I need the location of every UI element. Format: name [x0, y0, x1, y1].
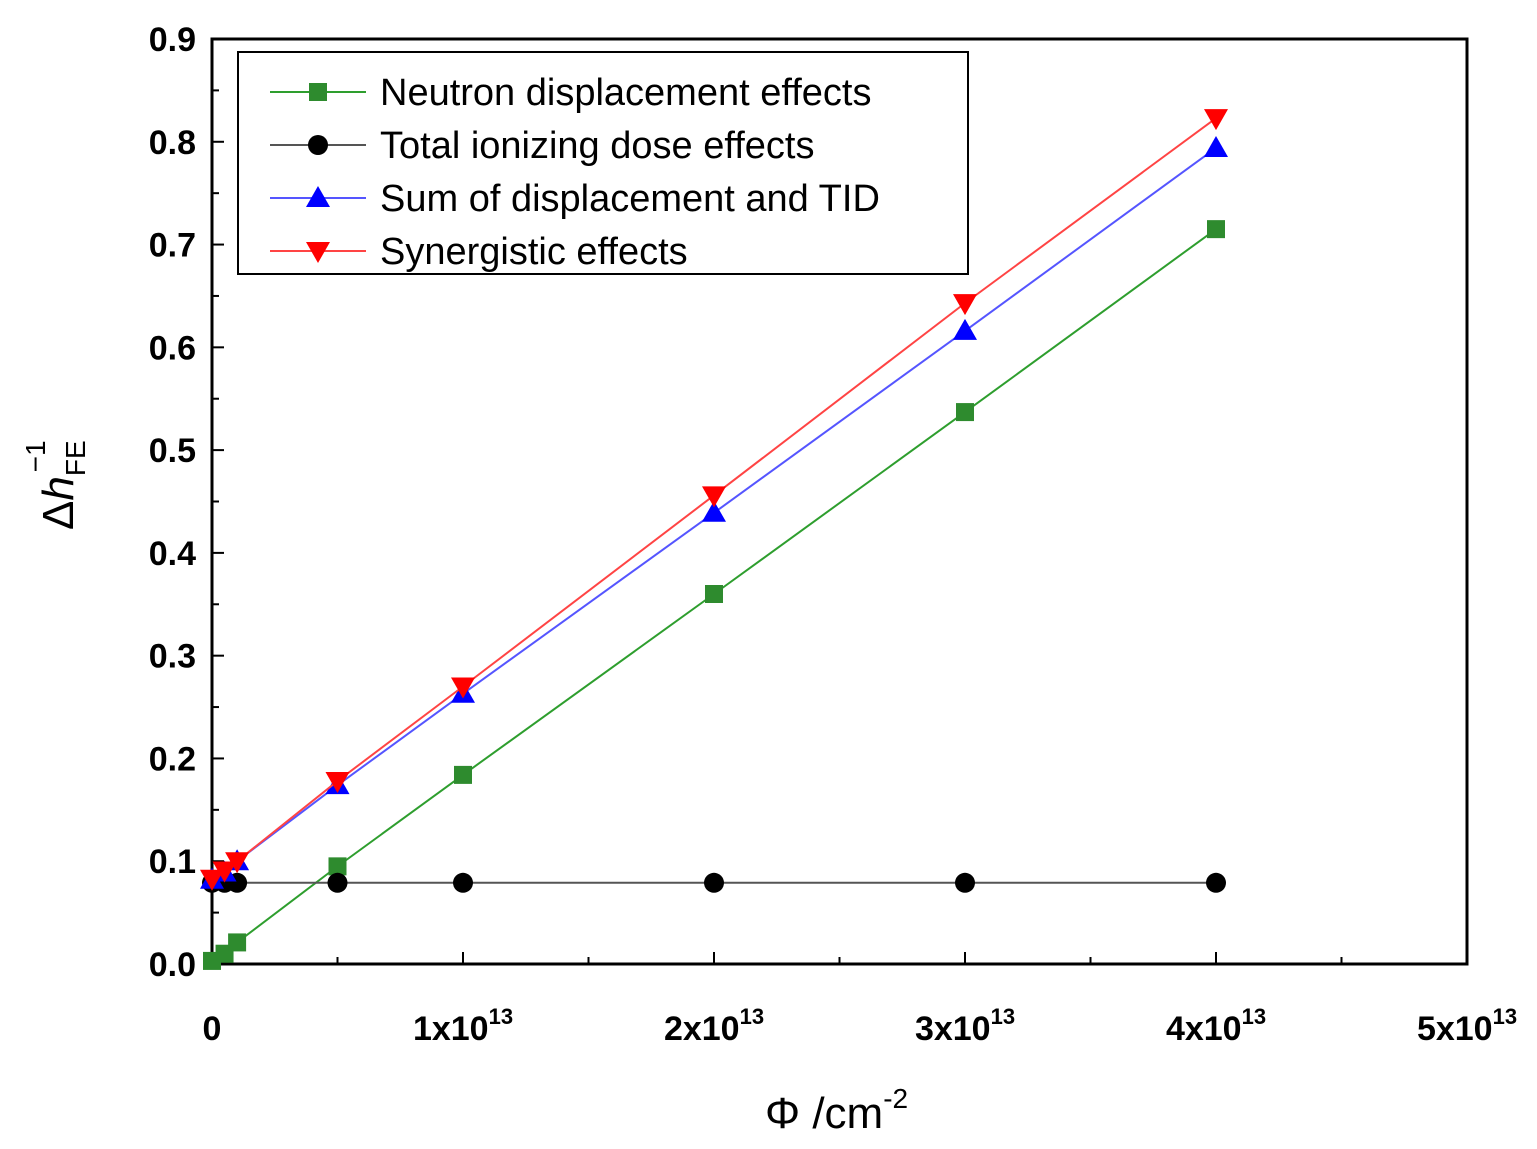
- x-axis-title-sup: -2: [883, 1083, 908, 1114]
- legend-marker: [309, 83, 327, 101]
- data-point: [953, 294, 977, 316]
- y-tick-label: 0.6: [149, 329, 196, 367]
- x-tick-label-base: 3x10: [915, 1010, 991, 1048]
- x-tick-label-base: 1x10: [413, 1010, 489, 1048]
- x-tick-label-base: 2x10: [664, 1010, 740, 1048]
- x-tick-label: 2x1013: [664, 1004, 764, 1048]
- y-axis-title: ΔhFE −1: [20, 440, 91, 530]
- y-tick-label: 0.9: [149, 21, 196, 59]
- x-tick-label-sup: 13: [1242, 1004, 1266, 1029]
- legend-label: Sum of displacement and TID: [380, 178, 880, 220]
- y-tick-label: 0.0: [149, 946, 196, 984]
- x-tick-label-base: 5x10: [1417, 1010, 1493, 1048]
- legend-box: [237, 51, 969, 275]
- data-point: [1204, 135, 1228, 157]
- x-tick-label-sup: 13: [1493, 1004, 1517, 1029]
- y-axis-title-italic: h: [34, 476, 83, 500]
- legend-item: Synergistic effects: [270, 231, 688, 273]
- data-point: [956, 403, 974, 422]
- x-tick-label: 3x1013: [915, 1004, 1015, 1048]
- data-point: [453, 872, 473, 893]
- x-tick-label-sup: 13: [740, 1004, 764, 1029]
- x-tick-label: 5x1013: [1417, 1004, 1517, 1048]
- data-point: [225, 852, 250, 874]
- data-point: [953, 318, 977, 340]
- y-tick-label: 0.7: [149, 227, 196, 265]
- series-layer: [200, 109, 1228, 970]
- legend-marker: [306, 186, 330, 207]
- legend-label: Total ionizing dose effects: [380, 125, 814, 167]
- x-axis-title: Φ /cm-2: [765, 1083, 908, 1138]
- series-1: [202, 872, 1226, 893]
- data-point: [955, 872, 975, 893]
- data-point: [704, 872, 724, 893]
- data-point: [1207, 220, 1225, 239]
- data-point: [327, 872, 348, 893]
- legend-item: Sum of displacement and TID: [270, 178, 880, 220]
- x-tick-label-base: 0: [203, 1010, 222, 1048]
- data-point: [228, 933, 247, 952]
- x-tick-label: 4x1013: [1166, 1004, 1266, 1048]
- y-tick-label: 0.3: [149, 638, 196, 676]
- data-point: [200, 869, 224, 891]
- x-axis-title-base: Φ /cm: [765, 1089, 883, 1138]
- x-tick-label: 0: [203, 1010, 222, 1048]
- y-axis-ticks: 0.0 0.1 0.2 0.3 0.4 0.5 0.6 0.7 0.8 0.9: [149, 21, 224, 984]
- x-tick-label: 1x1013: [413, 1004, 513, 1048]
- legend-item: Total ionizing dose effects: [270, 125, 814, 167]
- legend-label: Synergistic effects: [380, 231, 688, 273]
- series-3: [200, 109, 1228, 891]
- data-point: [454, 765, 472, 784]
- data-point: [702, 500, 726, 522]
- x-tick-label-sup: 13: [489, 1004, 513, 1029]
- data-point: [451, 677, 475, 699]
- legend-marker: [306, 242, 330, 263]
- x-tick-label-base: 4x10: [1166, 1010, 1242, 1048]
- legend-marker: [308, 135, 328, 155]
- y-axis-title-sub: FE: [60, 440, 91, 476]
- data-point: [325, 772, 350, 794]
- y-axis-title-base: Δ: [34, 501, 83, 530]
- y-tick-label: 0.5: [149, 432, 196, 470]
- data-point: [212, 861, 237, 883]
- data-point: [702, 486, 726, 508]
- x-axis-ticks: 0 1x1013 2x1013 3x1013 4x1013 5x1013: [203, 952, 1517, 1048]
- data-point: [1206, 872, 1226, 893]
- legend: Neutron displacement effects Total ionizi…: [237, 51, 969, 275]
- y-tick-label: 0.4: [149, 535, 196, 573]
- data-point: [705, 585, 723, 603]
- legend-label: Neutron displacement effects: [380, 72, 871, 114]
- y-axis-title-sup: −1: [20, 440, 51, 472]
- data-point: [1204, 109, 1228, 131]
- y-tick-label: 0.1: [149, 843, 196, 881]
- legend-item: Neutron displacement effects: [270, 72, 871, 114]
- data-point: [328, 857, 347, 876]
- y-tick-label: 0.8: [149, 124, 196, 162]
- series-0: [203, 220, 1225, 970]
- x-tick-label-sup: 13: [991, 1004, 1015, 1029]
- y-tick-label: 0.2: [149, 740, 196, 778]
- legend-items: Neutron displacement effects Total ionizi…: [270, 72, 880, 273]
